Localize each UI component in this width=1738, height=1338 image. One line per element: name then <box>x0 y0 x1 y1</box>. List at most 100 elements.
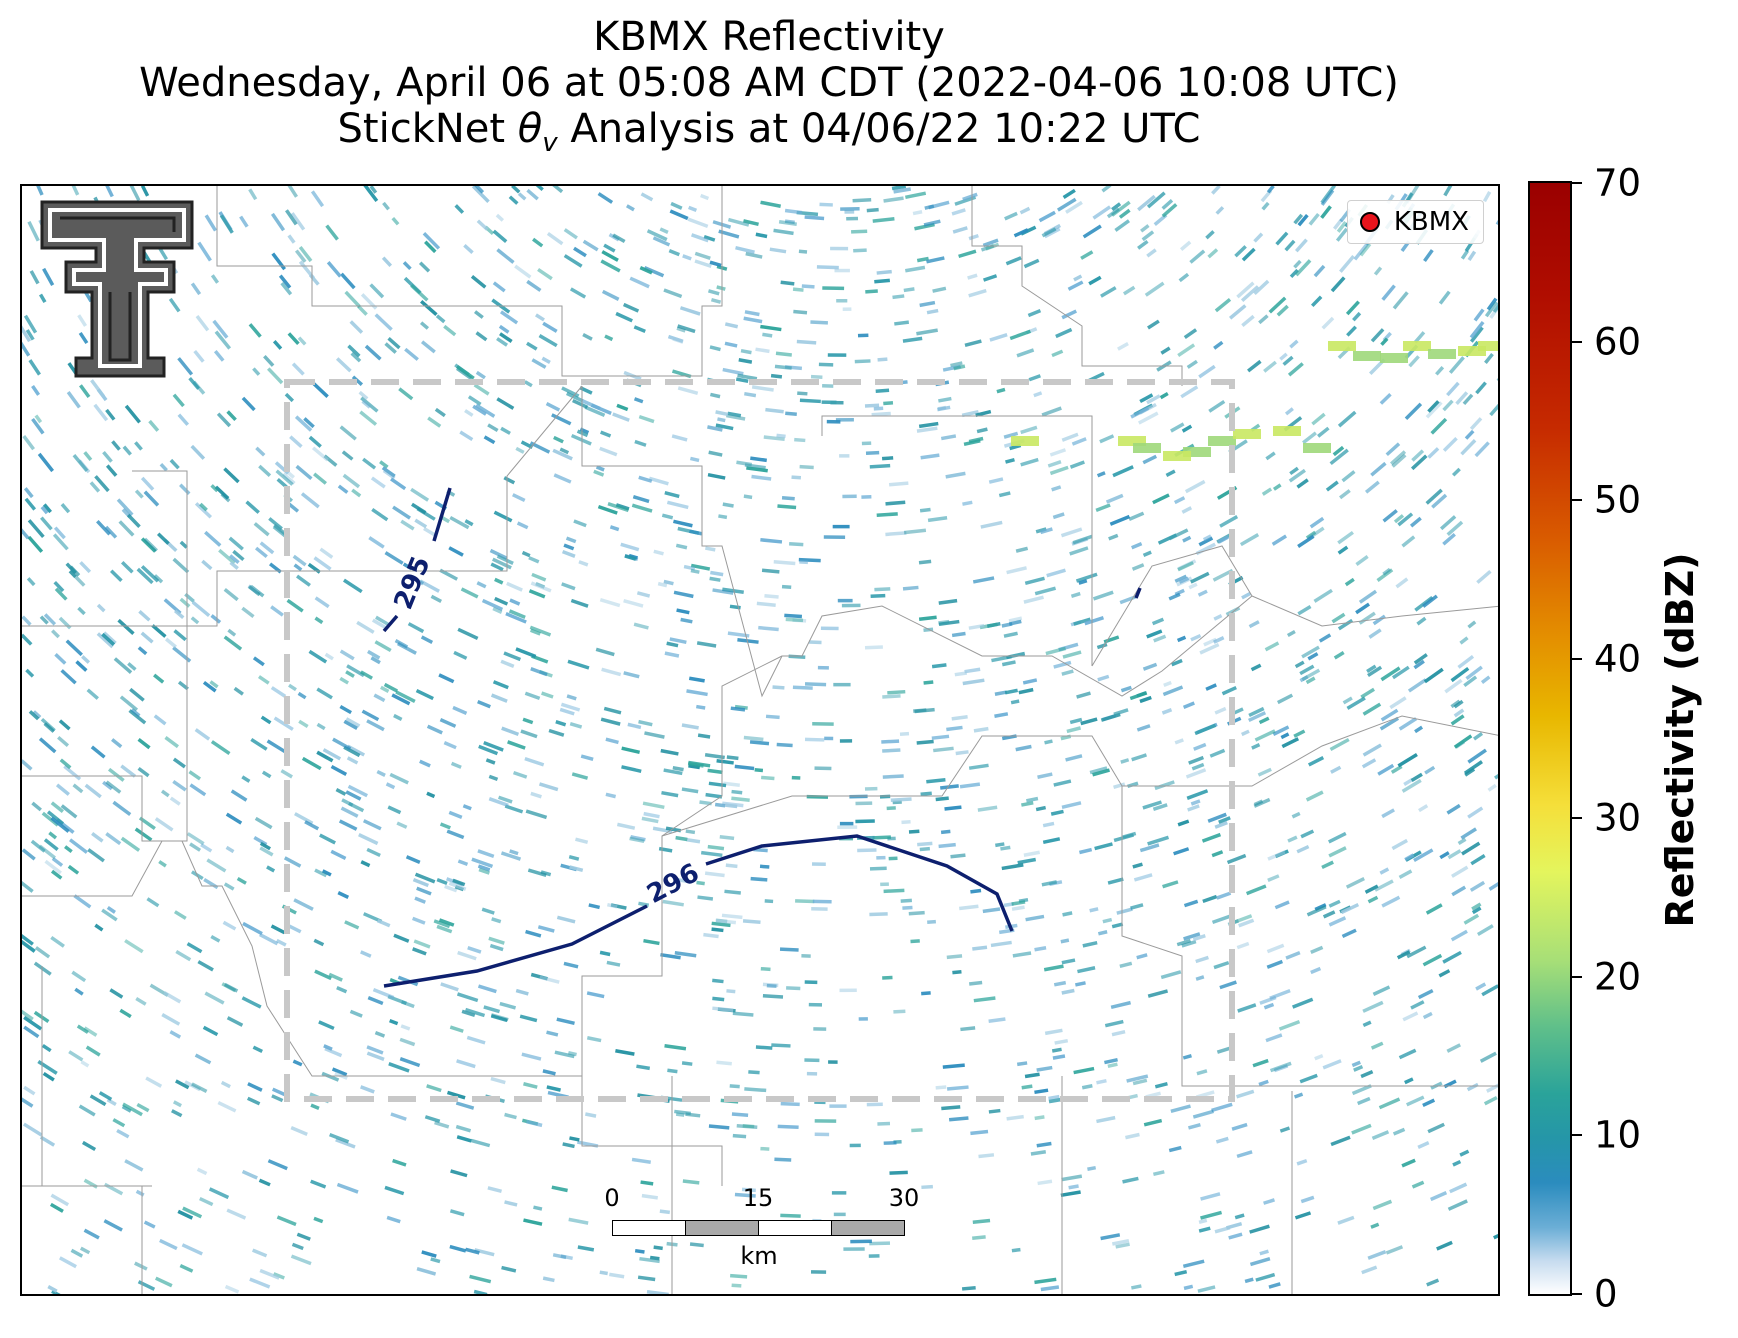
reflectivity-echo <box>191 600 211 618</box>
reflectivity-echo <box>533 1205 543 1211</box>
reflectivity-echo <box>1346 696 1366 710</box>
reflectivity-echo <box>375 615 391 627</box>
reflectivity-echo <box>254 546 268 559</box>
reflectivity-echo <box>640 1180 654 1186</box>
reflectivity-echo <box>1240 285 1260 302</box>
reflectivity-echo <box>1006 1114 1024 1121</box>
reflectivity-echo <box>349 1009 363 1018</box>
reflectivity-echo <box>1011 900 1026 906</box>
reflectivity-echo <box>298 719 309 728</box>
reflectivity-echo <box>1066 726 1082 734</box>
reflectivity-echo <box>1358 589 1378 604</box>
reflectivity-echo <box>1001 660 1016 667</box>
reflectivity-echo <box>1177 819 1190 827</box>
reflectivity-echo <box>1310 295 1323 308</box>
reflectivity-echo <box>567 659 590 670</box>
reflectivity-echo <box>396 821 408 829</box>
reflectivity-echo <box>194 728 211 741</box>
reflectivity-echo <box>37 452 55 473</box>
reflectivity-echo <box>1051 1047 1062 1053</box>
reflectivity-echo <box>190 616 200 625</box>
reflectivity-echo <box>1113 782 1126 789</box>
colorbar-tick-mark <box>1572 1293 1582 1295</box>
reflectivity-echo <box>455 1101 475 1110</box>
reflectivity-echo <box>879 794 891 799</box>
reflectivity-echo <box>210 274 220 284</box>
reflectivity-echo <box>358 390 369 400</box>
reflectivity-echo <box>716 285 726 291</box>
reflectivity-echo <box>387 337 401 350</box>
reflectivity-echo <box>25 668 35 678</box>
reflectivity-echo <box>1353 1065 1364 1072</box>
reflectivity-echo <box>73 894 92 909</box>
reflectivity-echo <box>1405 186 1420 204</box>
reflectivity-echo <box>292 1059 303 1067</box>
reflectivity-echo <box>1372 614 1386 626</box>
reflectivity-echo <box>172 393 185 408</box>
reflectivity-echo <box>870 593 886 599</box>
reflectivity-echo <box>1471 902 1482 911</box>
colorbar-tick-label: 40 <box>1594 637 1642 681</box>
radar-map[interactable]: 296 295 KBMX 0 15 30 km <box>20 184 1500 1296</box>
reflectivity-echo <box>1313 588 1333 603</box>
reflectivity-echo <box>41 811 59 827</box>
reflectivity-echo <box>120 561 134 574</box>
reflectivity-echo <box>998 491 1011 498</box>
reflectivity-echo <box>85 1045 101 1057</box>
reflectivity-echo <box>367 649 381 660</box>
reflectivity-echo <box>1310 945 1324 954</box>
reflectivity-echo <box>1461 841 1481 856</box>
reflectivity-echo <box>814 1119 837 1123</box>
reflectivity-echo <box>933 746 954 753</box>
reflectivity-echo <box>1005 256 1022 266</box>
reflectivity-echo <box>593 469 605 477</box>
reflectivity-echo <box>202 681 217 693</box>
reflectivity-echo <box>688 205 698 213</box>
reflectivity-echo <box>961 410 979 418</box>
reflectivity-echo <box>1170 1104 1191 1113</box>
reflectivity-echo <box>1000 845 1011 851</box>
reflectivity-echo <box>894 320 910 326</box>
reflectivity-echo <box>1337 545 1349 555</box>
reflectivity-echo <box>1390 450 1407 466</box>
reflectivity-echo <box>399 1057 421 1068</box>
reflectivity-echo <box>727 217 750 227</box>
reflectivity-echo <box>1422 1011 1433 1020</box>
reflectivity-echo <box>1115 1242 1130 1249</box>
reflectivity-echo <box>58 616 72 630</box>
reflectivity-echo <box>1153 634 1167 643</box>
reflectivity-echo <box>1179 240 1192 251</box>
reflectivity-echo <box>1330 1135 1351 1147</box>
reflectivity-echo <box>224 1284 240 1294</box>
scale-tick-15: 15 <box>742 1184 774 1212</box>
reflectivity-echo <box>448 546 464 557</box>
reflectivity-echo <box>1296 844 1310 854</box>
reflectivity-echo <box>1401 535 1416 548</box>
reflectivity-echo <box>526 279 542 292</box>
reflectivity-echo <box>569 721 583 729</box>
reflectivity-echo-strong <box>1183 447 1211 457</box>
reflectivity-echo <box>525 809 548 820</box>
reflectivity-echo <box>750 456 767 463</box>
reflectivity-echo <box>1414 725 1424 734</box>
reflectivity-echo <box>523 1082 538 1089</box>
reflectivity-echo <box>90 379 106 398</box>
reflectivity-echo <box>102 450 113 463</box>
reflectivity-echo <box>874 587 891 592</box>
reflectivity-echo <box>926 778 946 784</box>
reflectivity-echo <box>1253 799 1264 807</box>
reflectivity-echo <box>145 1076 163 1088</box>
reflectivity-echo <box>945 471 966 479</box>
reflectivity-echo <box>27 535 44 553</box>
contour-label-295: 295 <box>389 552 437 614</box>
reflectivity-echo <box>169 1030 182 1039</box>
reflectivity-echo <box>828 1060 838 1064</box>
reflectivity-echo <box>359 410 378 426</box>
reflectivity-echo <box>46 810 65 826</box>
reflectivity-echo <box>22 435 36 451</box>
reflectivity-echo <box>438 918 455 927</box>
reflectivity-echo <box>723 781 740 787</box>
reflectivity-echo <box>1061 432 1079 442</box>
reflectivity-echo <box>963 439 981 447</box>
reflectivity-echo <box>735 377 749 383</box>
